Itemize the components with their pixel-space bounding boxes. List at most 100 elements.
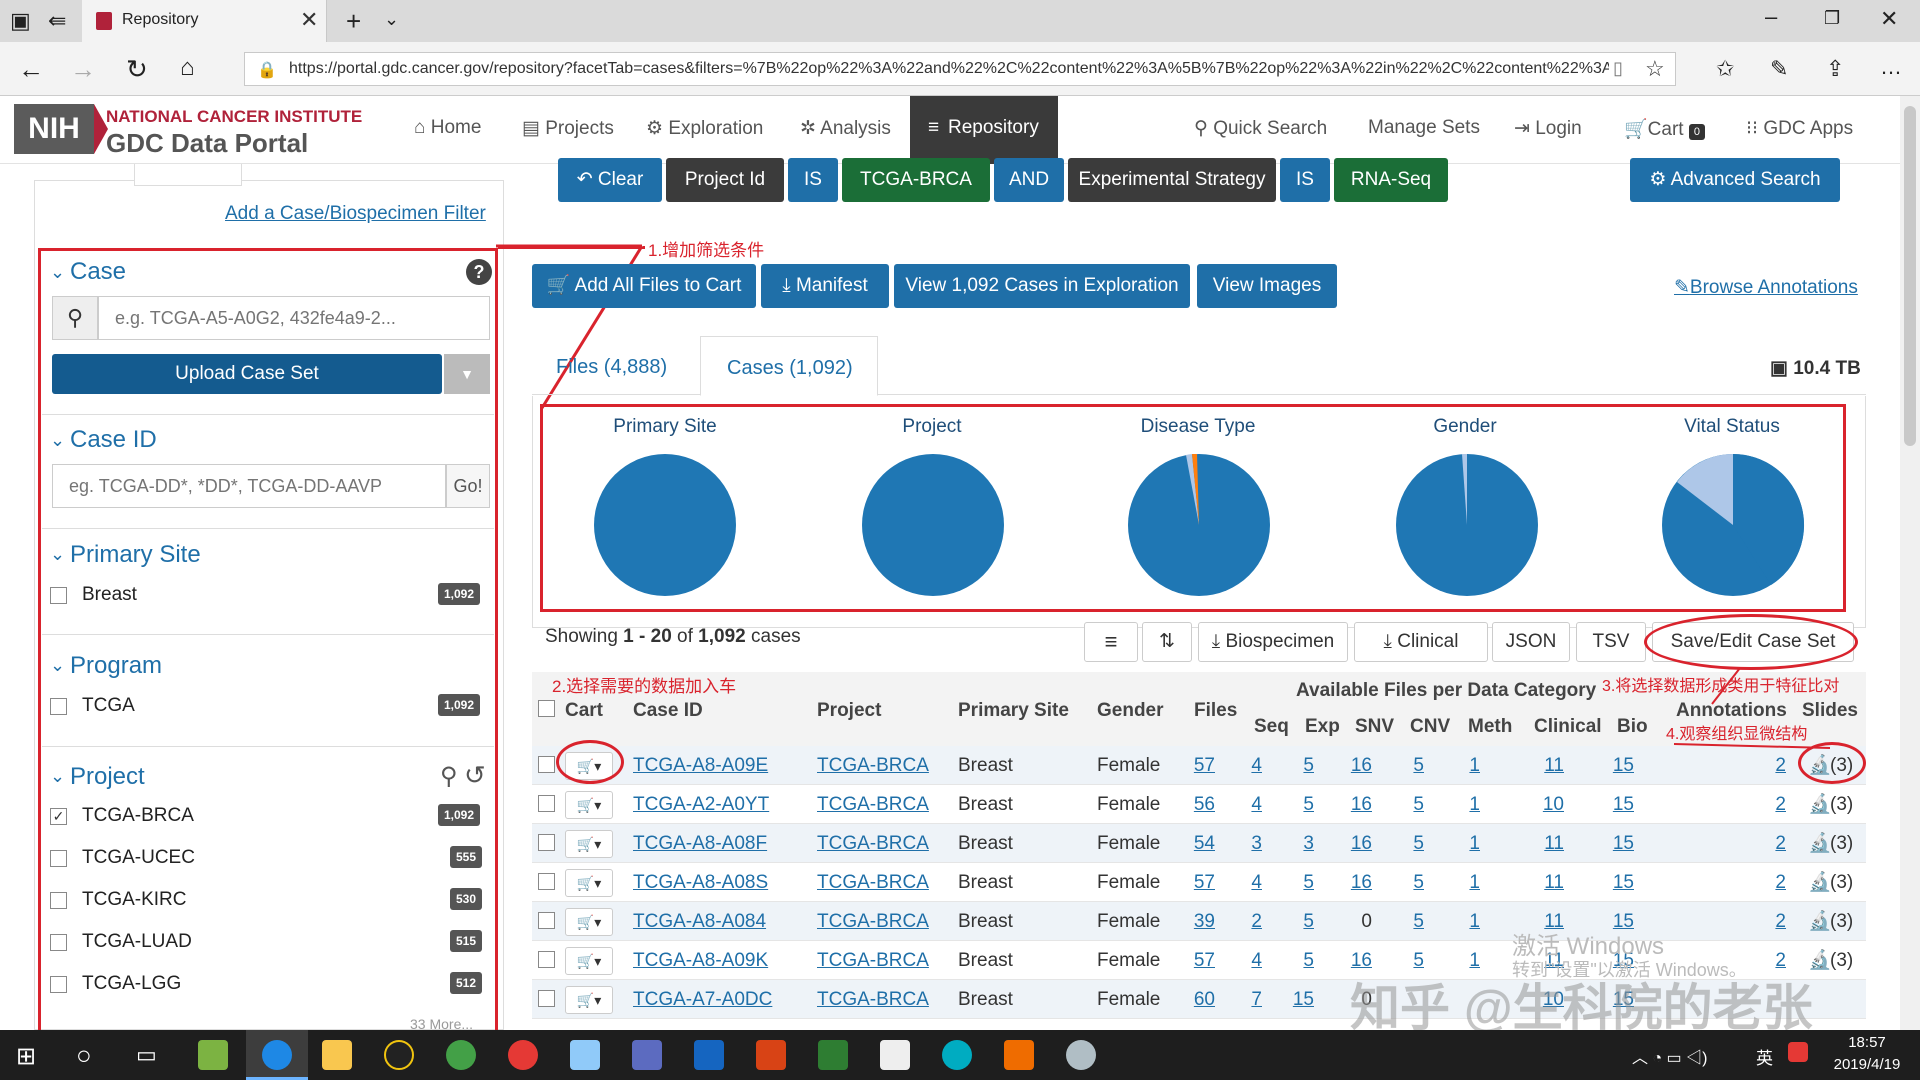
clinical-count-link[interactable]: 10 [1542, 794, 1564, 815]
checkbox-project[interactable] [50, 850, 67, 867]
microscope-icon[interactable]: 🔬 [1808, 794, 1832, 815]
clinical-count-link[interactable]: 11 [1544, 911, 1564, 932]
forward-icon[interactable]: → [70, 54, 96, 84]
chevron-down-icon[interactable]: ⌄ [50, 544, 66, 564]
pie-vital-status[interactable] [1660, 452, 1806, 598]
seq-count-link[interactable]: 4 [1251, 755, 1262, 776]
excel-icon[interactable] [818, 1040, 848, 1070]
case-id-link[interactable]: TCGA-A7-A0DC [633, 989, 773, 1010]
nav-gdc-apps[interactable]: ⁝⁝ GDC Apps [1746, 117, 1853, 140]
reading-view-icon[interactable]: ▯ [1613, 58, 1623, 78]
table-row[interactable] [532, 785, 1866, 824]
page-scrollbar[interactable] [1900, 96, 1920, 1030]
view-images-button[interactable]: View Images [1197, 264, 1337, 308]
clock-time[interactable]: 18:57 [1848, 1034, 1886, 1051]
table-row[interactable] [532, 824, 1866, 863]
nav-analysis[interactable]: ✲ Analysis [800, 117, 891, 140]
nav-exploration[interactable]: ⚙ Exploration [646, 117, 763, 140]
clinical-count-link[interactable]: 10 [1542, 989, 1564, 1010]
viewer-icon[interactable] [880, 1040, 910, 1070]
col-snv[interactable]: SNV [1355, 716, 1395, 737]
nav-cart[interactable]: 🛒Cart 0 [1624, 117, 1705, 141]
bio-count-link[interactable]: 15 [1612, 950, 1634, 971]
snv-count-link[interactable]: 16 [1350, 794, 1372, 815]
share-icon[interactable]: ⇪ [1826, 56, 1845, 81]
col-gender[interactable]: Gender [1097, 700, 1164, 721]
cnv-count-link[interactable]: 5 [1413, 755, 1424, 776]
back-tabs-icon[interactable]: ⇚ [48, 8, 67, 33]
case-id-link[interactable]: TCGA-A8-A08F [633, 833, 768, 854]
checkbox-project[interactable] [50, 934, 67, 951]
filter-chip-field[interactable]: Project Id [666, 158, 784, 202]
slides-count[interactable]: (3) [1830, 833, 1854, 854]
go-button[interactable]: Go! [446, 464, 490, 508]
snv-count-link[interactable]: 16 [1350, 950, 1372, 971]
manifest-button[interactable]: ⤓ Manifest [761, 264, 889, 308]
minimize-icon[interactable]: – [1765, 4, 1778, 29]
columns-menu-icon[interactable]: ≡ [1084, 622, 1138, 662]
checkbox-project[interactable] [50, 892, 67, 909]
tab-files[interactable]: Files (4,888) [556, 356, 668, 378]
biospecimen-download-button[interactable]: ⤓ Biospecimen [1198, 622, 1348, 662]
files-count-link[interactable]: 57 [1193, 950, 1215, 971]
snv-count-link[interactable]: 16 [1350, 833, 1372, 854]
clinical-download-button[interactable]: ⤓ Clinical [1354, 622, 1488, 662]
json-button[interactable]: JSON [1492, 622, 1570, 662]
sort-icon[interactable]: ⇅ [1142, 622, 1192, 662]
row-checkbox[interactable] [538, 951, 555, 968]
tab-actions-icon[interactable]: ▣ [10, 8, 31, 33]
snv-count-link[interactable]: 16 [1350, 755, 1372, 776]
more-icon[interactable]: … [1880, 54, 1902, 79]
project-link[interactable]: TCGA-BRCA [817, 833, 929, 854]
microscope-icon[interactable]: 🔬 [1808, 950, 1832, 971]
microscope-icon[interactable]: 🔬 [1808, 833, 1832, 854]
row-checkbox[interactable] [538, 990, 555, 1007]
filter-chip-and[interactable]: AND [994, 158, 1064, 202]
row-checkbox[interactable] [538, 873, 555, 890]
filter-chip-field[interactable]: Experimental Strategy [1068, 158, 1276, 202]
select-all-checkbox[interactable] [538, 700, 555, 717]
refresh-icon[interactable]: ↻ [126, 54, 148, 84]
row-cart-dropdown-icon[interactable]: 🛒▾ [565, 830, 613, 858]
col-cart[interactable]: Cart [565, 700, 604, 721]
word-icon[interactable] [694, 1040, 724, 1070]
chevron-down-icon[interactable]: ⌄ [50, 262, 66, 282]
app-icon[interactable] [446, 1040, 476, 1070]
checkbox-tcga[interactable] [50, 698, 67, 715]
pen-icon[interactable]: ✎ [1770, 56, 1789, 81]
project-link[interactable]: TCGA-BRCA [817, 989, 929, 1010]
tray-icons[interactable]: ︿ ◔ ▭ ◁) [1632, 1050, 1708, 1067]
home-icon[interactable]: ⌂ [180, 54, 195, 81]
col-primary-site[interactable]: Primary Site [958, 700, 1069, 721]
clock-date[interactable]: 2019/4/19 [1833, 1056, 1901, 1073]
pie-disease-type[interactable] [1126, 452, 1272, 598]
app-icon[interactable] [942, 1040, 972, 1070]
advanced-search-button[interactable]: ⚙ Advanced Search [1630, 158, 1840, 202]
seq-count-link[interactable]: 2 [1251, 911, 1262, 932]
upload-case-set-button[interactable]: Upload Case Set [52, 354, 442, 394]
slides-count[interactable]: (3) [1830, 911, 1854, 932]
scrollbar-thumb[interactable] [1904, 106, 1916, 446]
files-count-link[interactable]: 57 [1193, 755, 1215, 776]
exp-count-link[interactable]: 5 [1303, 794, 1314, 815]
app-icon[interactable] [570, 1040, 600, 1070]
task-view-icon[interactable]: ▭ [136, 1042, 157, 1067]
project-link[interactable]: TCGA-BRCA [817, 950, 929, 971]
reset-icon[interactable]: ↺ [464, 760, 486, 790]
microscope-icon[interactable]: 🔬 [1808, 872, 1832, 893]
case-id-link[interactable]: TCGA-A8-A09E [633, 755, 769, 776]
checkbox-breast[interactable] [50, 587, 67, 604]
row-cart-dropdown-icon[interactable]: 🛒▾ [565, 869, 613, 897]
app-icon[interactable] [508, 1040, 538, 1070]
filter-chip-operator[interactable]: IS [788, 158, 838, 202]
favorites-icon[interactable]: ✩ [1716, 56, 1735, 81]
more-link[interactable]: 33 More... [410, 1016, 474, 1032]
filter-chip-value[interactable]: RNA-Seq [1334, 158, 1448, 202]
exp-count-link[interactable]: 15 [1292, 989, 1314, 1010]
meth-count-link[interactable]: 1 [1469, 911, 1480, 932]
app-icon[interactable] [198, 1040, 228, 1070]
cortana-icon[interactable]: ○ [76, 1040, 92, 1070]
row-cart-dropdown-icon[interactable]: 🛒▾ [565, 986, 613, 1014]
col-slides[interactable]: Slides [1802, 700, 1858, 721]
snv-count-link[interactable]: 0 [1361, 989, 1372, 1010]
